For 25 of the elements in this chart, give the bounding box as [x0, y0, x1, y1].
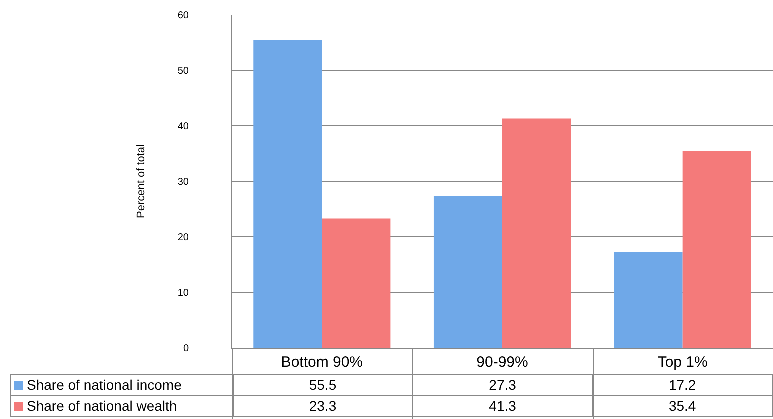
data-label: 23.3	[233, 396, 413, 416]
data-label: 41.3	[412, 396, 593, 416]
y-tick-label: 40	[178, 122, 190, 132]
legend-label: Share of national income	[10, 374, 234, 396]
y-tick-label: 10	[178, 288, 190, 299]
bar	[434, 196, 502, 348]
legend-label: Share of national wealth	[10, 396, 234, 416]
x-tick-label: 90-99%	[476, 354, 528, 371]
data-label: 35.4	[592, 396, 772, 416]
y-axis-title: Percent of total	[136, 144, 148, 218]
y-tick-label: 0	[183, 344, 190, 354]
y-tick-label: 30	[178, 177, 190, 188]
data-label: 27.3	[412, 374, 593, 396]
data-label: 55.5	[233, 374, 413, 396]
y-tick-label: 50	[178, 66, 190, 77]
x-tick-label: Bottom 90%	[281, 354, 364, 371]
bar	[682, 152, 752, 348]
bar	[614, 252, 683, 348]
bar	[254, 40, 322, 348]
y-tick-label: 60	[178, 10, 190, 22]
bar	[322, 218, 391, 348]
bar	[502, 118, 572, 348]
y-tick-label: 20	[178, 232, 190, 244]
data-label: 17.2	[592, 374, 772, 396]
x-tick-label: Top 1%	[658, 354, 708, 371]
